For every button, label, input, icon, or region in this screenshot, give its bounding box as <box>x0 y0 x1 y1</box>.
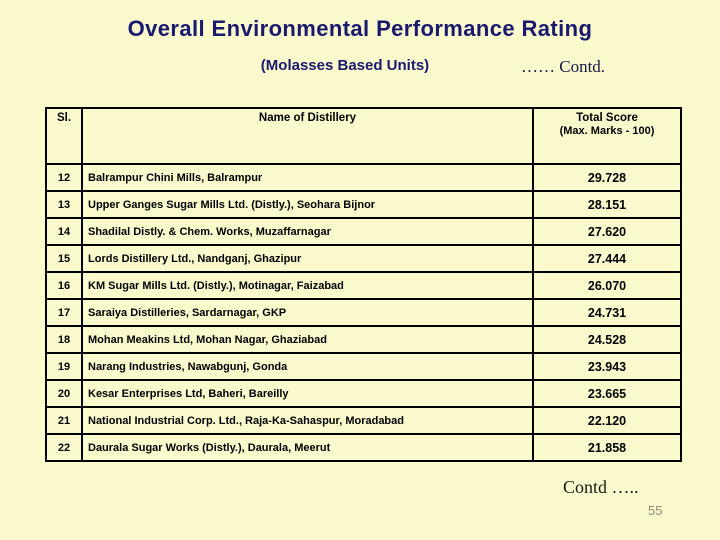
table-row: 12 Balrampur Chini Mills, Balrampur 29.7… <box>45 163 682 192</box>
table-row: 21 National Industrial Corp. Ltd., Raja-… <box>45 406 682 435</box>
row-distillery-name: Balrampur Chini Mills, Balrampur <box>81 163 534 192</box>
col-header-score-line1: Total Score <box>576 112 638 124</box>
contd-note-top: …… Contd. <box>521 57 606 76</box>
row-distillery-name: Mohan Meakins Ltd, Mohan Nagar, Ghaziaba… <box>81 325 534 354</box>
table-header-row: Sl. Name of Distillery Total Score (Max.… <box>45 107 682 165</box>
row-serial: 16 <box>45 271 83 300</box>
page-number: 55 <box>648 503 663 518</box>
table-row: 16 KM Sugar Mills Ltd. (Distly.), Motina… <box>45 271 682 300</box>
table-row: 15 Lords Distillery Ltd., Nandganj, Ghaz… <box>45 244 682 273</box>
row-total-score: 23.943 <box>532 352 682 381</box>
table-row: 17 Saraiya Distilleries, Sardarnagar, GK… <box>45 298 682 327</box>
row-serial: 19 <box>45 352 83 381</box>
row-total-score: 28.151 <box>532 190 682 219</box>
row-distillery-name: Kesar Enterprises Ltd, Baheri, Bareilly <box>81 379 534 408</box>
row-total-score: 23.665 <box>532 379 682 408</box>
table-row: 14 Shadilal Distly. & Chem. Works, Muzaf… <box>45 217 682 246</box>
row-distillery-name: KM Sugar Mills Ltd. (Distly.), Motinagar… <box>81 271 534 300</box>
row-distillery-name: Daurala Sugar Works (Distly.), Daurala, … <box>81 433 534 462</box>
row-serial: 14 <box>45 217 83 246</box>
table-row: 20 Kesar Enterprises Ltd, Baheri, Bareil… <box>45 379 682 408</box>
row-serial: 21 <box>45 406 83 435</box>
row-serial: 13 <box>45 190 83 219</box>
ratings-table: Sl. Name of Distillery Total Score (Max.… <box>45 107 682 462</box>
row-total-score: 22.120 <box>532 406 682 435</box>
row-distillery-name: Lords Distillery Ltd., Nandganj, Ghazipu… <box>81 244 534 273</box>
row-serial: 20 <box>45 379 83 408</box>
row-total-score: 21.858 <box>532 433 682 462</box>
row-serial: 17 <box>45 298 83 327</box>
col-header-name: Name of Distillery <box>81 107 534 165</box>
row-distillery-name: Upper Ganges Sugar Mills Ltd. (Distly.),… <box>81 190 534 219</box>
row-total-score: 29.728 <box>532 163 682 192</box>
row-distillery-name: National Industrial Corp. Ltd., Raja-Ka-… <box>81 406 534 435</box>
row-total-score: 24.731 <box>532 298 682 327</box>
table-row: 22 Daurala Sugar Works (Distly.), Daural… <box>45 433 682 462</box>
slide-subtitle: (Molasses Based Units) <box>260 57 430 74</box>
contd-note-bottom: Contd ….. <box>563 477 639 497</box>
row-total-score: 27.444 <box>532 244 682 273</box>
table-row: 18 Mohan Meakins Ltd, Mohan Nagar, Ghazi… <box>45 325 682 354</box>
table-row: 13 Upper Ganges Sugar Mills Ltd. (Distly… <box>45 190 682 219</box>
row-total-score: 26.070 <box>532 271 682 300</box>
col-header-score: Total Score (Max. Marks - 100) <box>532 107 682 165</box>
col-header-sl: Sl. <box>45 107 83 165</box>
page-title: Overall Environmental Performance Rating <box>127 16 593 41</box>
row-serial: 22 <box>45 433 83 462</box>
row-distillery-name: Saraiya Distilleries, Sardarnagar, GKP <box>81 298 534 327</box>
row-distillery-name: Narang Industries, Nawabgunj, Gonda <box>81 352 534 381</box>
row-serial: 15 <box>45 244 83 273</box>
row-total-score: 24.528 <box>532 325 682 354</box>
col-header-score-line2: (Max. Marks - 100) <box>559 125 655 137</box>
table-body: 12 Balrampur Chini Mills, Balrampur 29.7… <box>45 163 682 462</box>
table-row: 19 Narang Industries, Nawabgunj, Gonda 2… <box>45 352 682 381</box>
row-serial: 12 <box>45 163 83 192</box>
row-serial: 18 <box>45 325 83 354</box>
row-distillery-name: Shadilal Distly. & Chem. Works, Muzaffar… <box>81 217 534 246</box>
row-total-score: 27.620 <box>532 217 682 246</box>
